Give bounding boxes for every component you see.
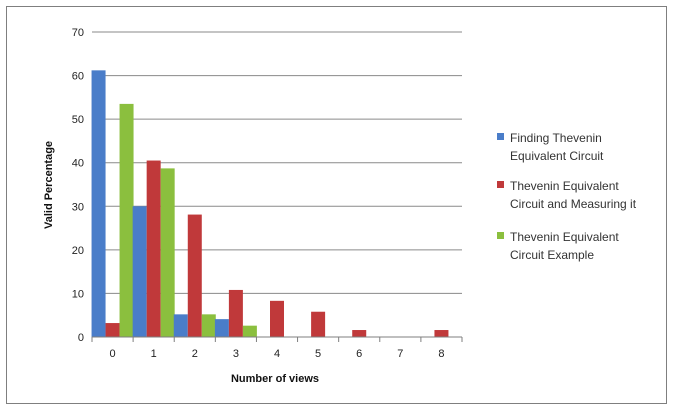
x-tick-label: 3 <box>233 348 239 360</box>
bar-2-8 <box>434 330 449 337</box>
legend-label-2: Circuit and Measuring it <box>510 197 637 211</box>
x-axis-title: Number of views <box>231 373 319 385</box>
y-tick-label: 40 <box>72 158 84 170</box>
legend-label-2: Thevenin Equivalent <box>510 179 619 193</box>
bars <box>91 70 449 338</box>
legend-label-3: Circuit Example <box>510 248 594 262</box>
bar-3-0 <box>119 103 134 338</box>
y-tick-label: 20 <box>72 245 84 257</box>
legend-label-1: Finding Thevenin <box>510 131 602 145</box>
y-tick-label: 70 <box>72 27 84 39</box>
legend-swatch-1 <box>497 133 504 140</box>
bar-2-4 <box>270 300 284 337</box>
y-tick-label: 60 <box>72 71 84 83</box>
bar-3-2 <box>201 314 216 337</box>
x-tick-label: 0 <box>109 348 115 360</box>
chart-frame <box>6 6 667 404</box>
y-axis-title: Valid Percentage <box>43 141 55 229</box>
y-tick-label: 0 <box>78 332 84 344</box>
bar-3-1 <box>160 168 175 337</box>
bar-3-3 <box>242 325 257 337</box>
legend-label-3: Thevenin Equivalent <box>510 230 619 244</box>
x-tick-label: 1 <box>151 348 157 360</box>
x-axis <box>91 336 463 342</box>
x-tick-label: 6 <box>356 348 362 360</box>
y-tick-label: 50 <box>72 114 84 126</box>
x-tick-label: 5 <box>315 348 321 360</box>
bar-2-0 <box>105 323 120 337</box>
legend-swatch-3 <box>497 232 504 239</box>
x-tick-label: 8 <box>438 348 444 360</box>
legend-swatch-2 <box>497 181 504 188</box>
x-tick-label: 4 <box>274 348 280 360</box>
bar-1-1 <box>132 206 147 337</box>
bar-2-6 <box>352 330 367 337</box>
x-tick-label: 7 <box>397 348 403 360</box>
bar-2-1 <box>146 160 161 337</box>
y-tick-label: 10 <box>72 288 84 300</box>
bar-2-5 <box>311 311 326 337</box>
y-tick-label: 30 <box>72 201 84 213</box>
x-axis-ticks: 0 1 2 3 4 5 6 7 8 <box>109 348 444 360</box>
bar-2-3 <box>228 289 243 337</box>
x-tick-label: 2 <box>192 348 198 360</box>
legend: Finding Thevenin Equivalent Circuit Theven… <box>497 131 637 262</box>
bar-1-2 <box>173 314 188 337</box>
y-axis-ticks: 0 10 20 30 40 50 60 70 <box>72 27 84 344</box>
bar-1-3 <box>214 319 229 337</box>
legend-label-1: Equivalent Circuit <box>510 149 604 163</box>
bar-2-2 <box>187 214 202 337</box>
bar-1-0 <box>91 70 106 337</box>
